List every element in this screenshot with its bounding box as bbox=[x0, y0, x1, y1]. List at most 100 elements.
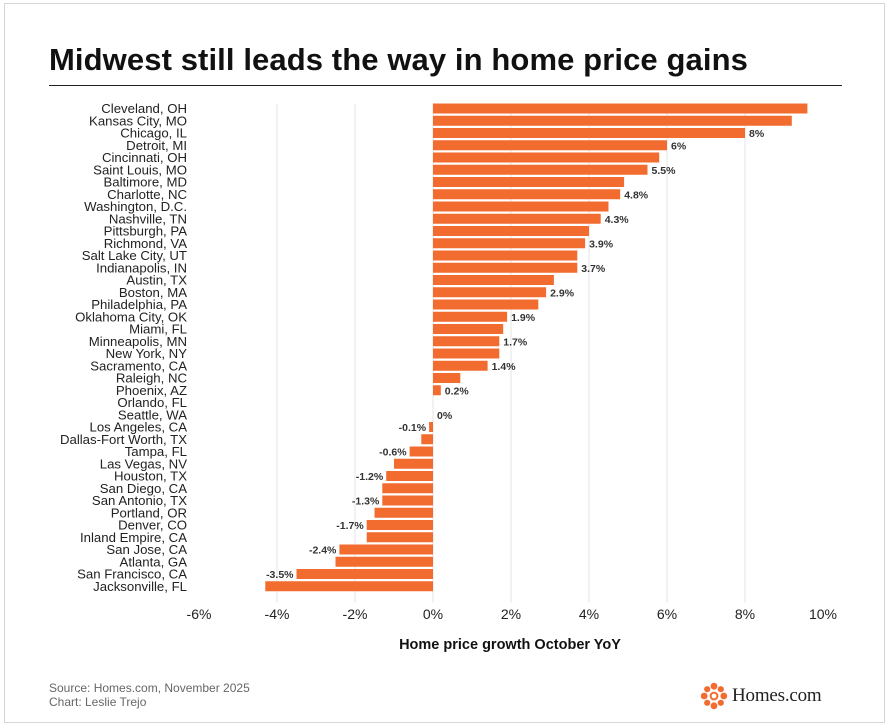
category-label-san-antonio-tx: San Antonio, TX bbox=[92, 493, 187, 508]
bar-atlanta-ga bbox=[335, 556, 433, 567]
bar-baltimore-md bbox=[433, 177, 625, 187]
category-label-tampa-fl: Tampa, FL bbox=[125, 444, 187, 459]
category-label-seattle-wa: Seattle, WA bbox=[118, 407, 187, 422]
bars bbox=[265, 103, 808, 592]
category-label-san-francisco-ca: San Francisco, CA bbox=[77, 567, 187, 582]
x-axis-title: Home price growth October YoY bbox=[399, 637, 621, 653]
bar-pittsburgh-pa bbox=[433, 226, 589, 236]
bar-cleveland-oh bbox=[433, 103, 808, 114]
category-label-miami-fl: Miami, FL bbox=[129, 322, 187, 337]
x-tick-label: 2% bbox=[501, 606, 521, 622]
data-label-minneapolis-mn: 1.7% bbox=[503, 336, 528, 348]
bar-jacksonville-fl bbox=[265, 581, 433, 592]
category-label-richmond-va: Richmond, VA bbox=[104, 236, 188, 251]
category-label-atlanta-ga: Atlanta, GA bbox=[120, 554, 188, 569]
x-tick-label: -6% bbox=[187, 606, 212, 622]
category-label-denver-co: Denver, CO bbox=[118, 518, 187, 533]
category-label-orlando-fl: Orlando, FL bbox=[117, 395, 187, 410]
category-label-washington-d-c: Washington, D.C. bbox=[84, 199, 187, 214]
source-note: Source: Homes.com, November 2025 Chart: … bbox=[49, 681, 250, 709]
data-label-tampa-fl: -0.6% bbox=[379, 447, 407, 459]
data-label-denver-co: -1.7% bbox=[336, 520, 364, 532]
data-label-boston-ma: 2.9% bbox=[550, 287, 575, 299]
x-tick-label: 4% bbox=[579, 606, 599, 622]
data-label-indianapolis-in: 3.7% bbox=[581, 263, 606, 275]
bar-austin-tx bbox=[433, 275, 554, 285]
data-label-richmond-va: 3.9% bbox=[589, 238, 614, 250]
category-label-dallas-fort-worth-tx: Dallas-Fort Worth, TX bbox=[60, 432, 187, 447]
bar-las-vegas-nv bbox=[394, 458, 433, 469]
x-tick-label: 8% bbox=[735, 606, 755, 622]
bar-philadelphia-pa bbox=[433, 299, 539, 310]
category-label-houston-tx: Houston, TX bbox=[114, 469, 187, 484]
category-label-indianapolis-in: Indianapolis, IN bbox=[96, 260, 187, 275]
category-label-los-angeles-ca: Los Angeles, CA bbox=[89, 420, 187, 435]
bar-salt-lake-city-ut bbox=[433, 250, 578, 261]
bar-san-jose-ca bbox=[339, 544, 433, 555]
bar-tampa-fl bbox=[409, 446, 433, 457]
bar-washington-d-c bbox=[433, 201, 609, 212]
category-label-sacramento-ca: Sacramento, CA bbox=[90, 358, 187, 373]
brand-logo[interactable]: Homes.com bbox=[700, 682, 822, 710]
category-label-detroit-mi: Detroit, MI bbox=[126, 138, 187, 153]
bar-new-york-ny bbox=[433, 348, 500, 359]
homes-logo-icon bbox=[700, 682, 728, 710]
data-label-san-antonio-tx: -1.3% bbox=[352, 496, 380, 508]
bar-portland-or bbox=[374, 507, 433, 518]
category-label-oklahoma-city-ok: Oklahoma City, OK bbox=[75, 309, 187, 324]
bar-miami-fl bbox=[433, 324, 504, 334]
category-label-saint-louis-mo: Saint Louis, MO bbox=[93, 162, 187, 177]
category-label-cincinnati-oh: Cincinnati, OH bbox=[102, 150, 187, 165]
bar-saint-louis-mo bbox=[433, 164, 648, 175]
bar-los-angeles-ca bbox=[429, 422, 433, 432]
bar-sacramento-ca bbox=[433, 360, 488, 371]
data-label-chicago-il: 8% bbox=[749, 128, 765, 140]
bar-richmond-va bbox=[433, 238, 586, 249]
bar-cincinnati-oh bbox=[433, 152, 660, 163]
data-label-sacramento-ca: 1.4% bbox=[492, 361, 517, 373]
category-label-baltimore-md: Baltimore, MD bbox=[103, 175, 187, 190]
bar-minneapolis-mn bbox=[433, 336, 500, 347]
data-label-phoenix-az: 0.2% bbox=[445, 385, 470, 397]
category-label-salt-lake-city-ut: Salt Lake City, UT bbox=[82, 248, 187, 263]
data-label-san-jose-ca: -2.4% bbox=[309, 545, 337, 557]
data-label-san-francisco-ca: -3.5% bbox=[266, 569, 294, 581]
category-label-new-york-ny: New York, NY bbox=[106, 346, 188, 361]
bar-chicago-il bbox=[433, 128, 745, 138]
bar-phoenix-az bbox=[433, 385, 441, 396]
category-label-san-diego-ca: San Diego, CA bbox=[100, 481, 187, 496]
category-label-raleigh-nc: Raleigh, NC bbox=[116, 371, 188, 386]
title-divider bbox=[49, 85, 842, 86]
bar-nashville-tn bbox=[433, 213, 601, 224]
bar-kansas-city-mo bbox=[433, 115, 792, 126]
data-labels: 9.6% 8% 6% 5.5%4.8% 4.3% 3.9% 3.7% 2.9% 1.9% 1.7%… bbox=[266, 104, 836, 581]
data-label-saint-louis-mo: 5.5% bbox=[652, 165, 677, 177]
x-tick-label: -2% bbox=[343, 606, 368, 622]
category-label-portland-or: Portland, OR bbox=[111, 505, 187, 520]
category-label-inland-empire-ca: Inland Empire, CA bbox=[80, 530, 187, 545]
category-label-las-vegas-nv: Las Vegas, NV bbox=[100, 456, 187, 471]
category-label-austin-tx: Austin, TX bbox=[126, 273, 187, 288]
category-label-philadelphia-pa: Philadelphia, PA bbox=[91, 297, 187, 312]
bar-inland-empire-ca bbox=[366, 532, 433, 543]
bar-houston-tx bbox=[386, 471, 433, 481]
category-label-boston-ma: Boston, MA bbox=[119, 285, 187, 300]
data-label-detroit-mi: 6% bbox=[671, 140, 687, 152]
category-label-chicago-il: Chicago, IL bbox=[120, 126, 187, 141]
chart-credit: Chart: Leslie Trejo bbox=[49, 695, 147, 709]
source-text: Source: Homes.com, November 2025 bbox=[49, 681, 250, 695]
bar-boston-ma bbox=[433, 287, 547, 298]
chart-frame bbox=[4, 3, 885, 723]
data-label-oklahoma-city-ok: 1.9% bbox=[511, 312, 536, 324]
gridlines bbox=[276, 104, 746, 603]
x-tick-label: -4% bbox=[265, 606, 290, 622]
data-label-cleveland-oh: 9.6% bbox=[811, 104, 836, 116]
category-label-jacksonville-fl: Jacksonville, FL bbox=[93, 579, 187, 594]
x-tick-label: 10% bbox=[809, 606, 837, 622]
data-label-seattle-wa: 0% bbox=[437, 410, 453, 422]
category-label-phoenix-az: Phoenix, AZ bbox=[116, 383, 187, 398]
category-label-pittsburgh-pa: Pittsburgh, PA bbox=[104, 224, 188, 239]
chart-title: Midwest still leads the way in home pric… bbox=[49, 42, 748, 77]
